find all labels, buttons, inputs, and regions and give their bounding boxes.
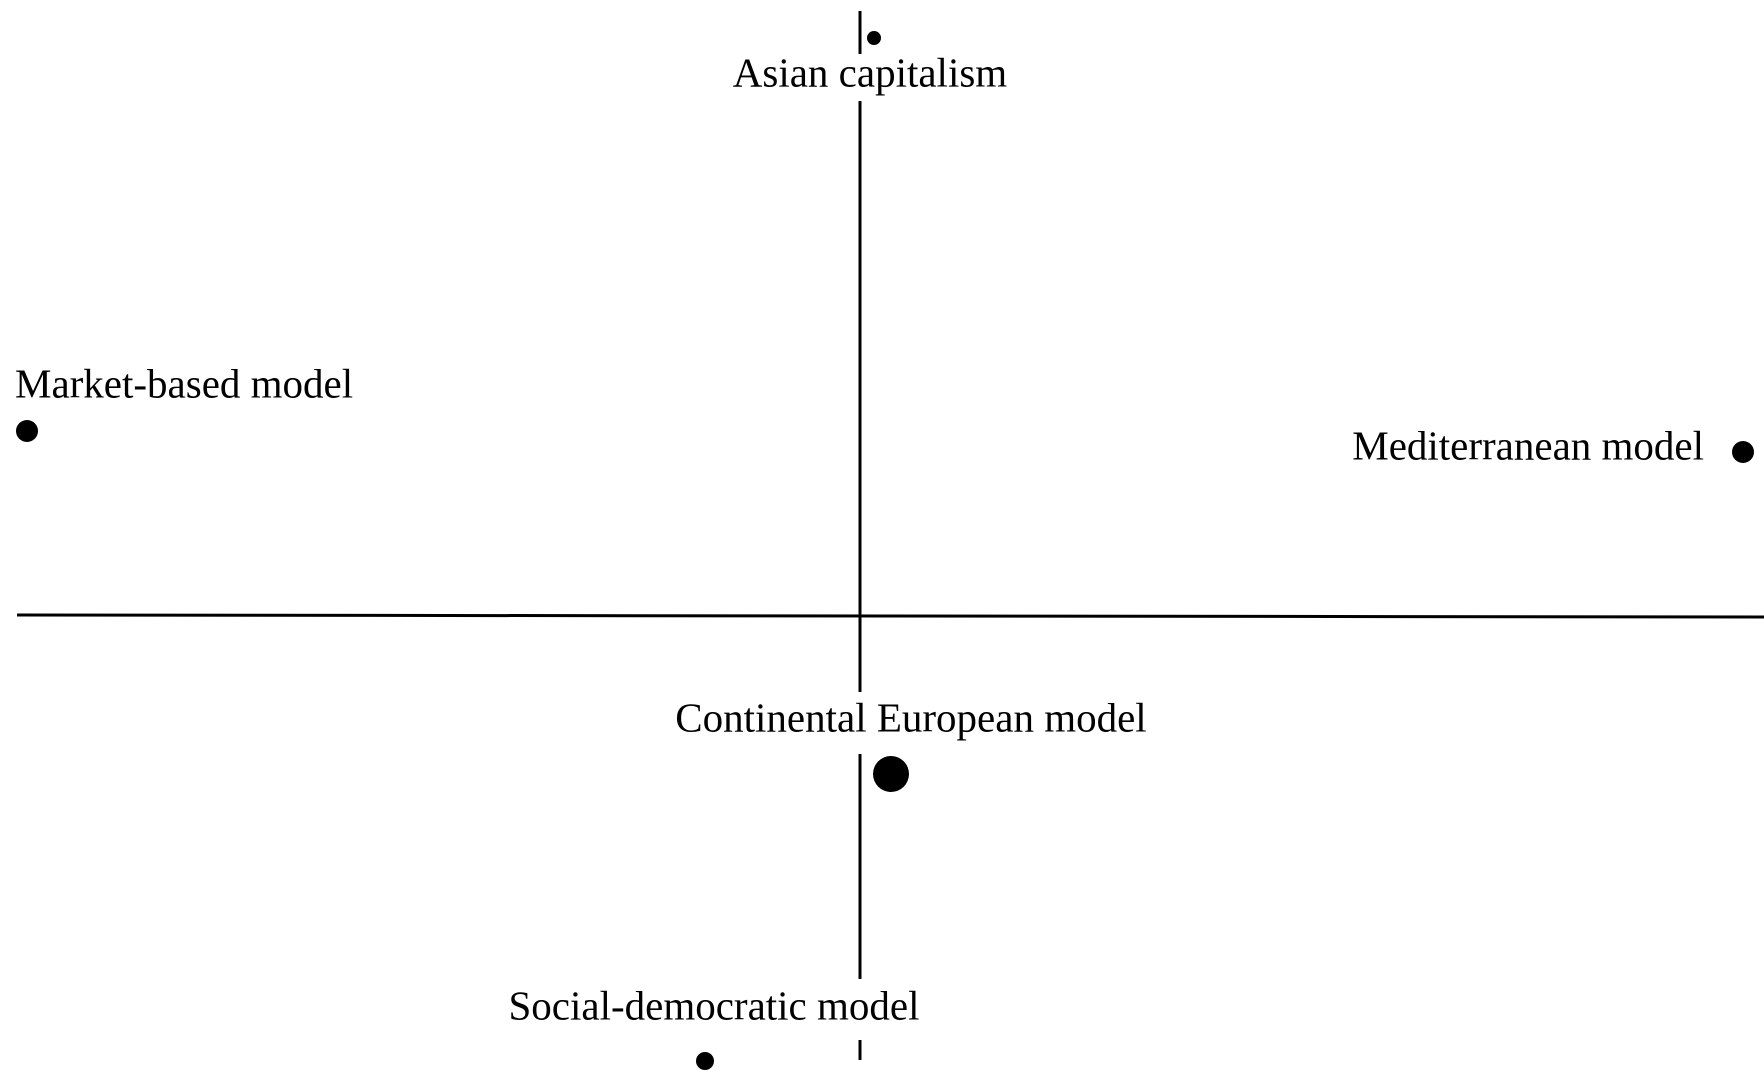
node-label: Social-democratic model <box>509 982 920 1028</box>
node-dot <box>16 420 38 442</box>
node-label: Asian capitalism <box>733 49 1008 95</box>
node-dot <box>1732 441 1754 463</box>
node-dot <box>867 31 881 45</box>
node-label: Market-based model <box>15 360 353 406</box>
node-label: Mediterranean model <box>1352 422 1704 468</box>
node-label: Continental European model <box>675 694 1146 740</box>
node-dot <box>873 756 909 792</box>
horizontal-axis <box>16 613 1764 619</box>
node-dot <box>696 1052 714 1070</box>
